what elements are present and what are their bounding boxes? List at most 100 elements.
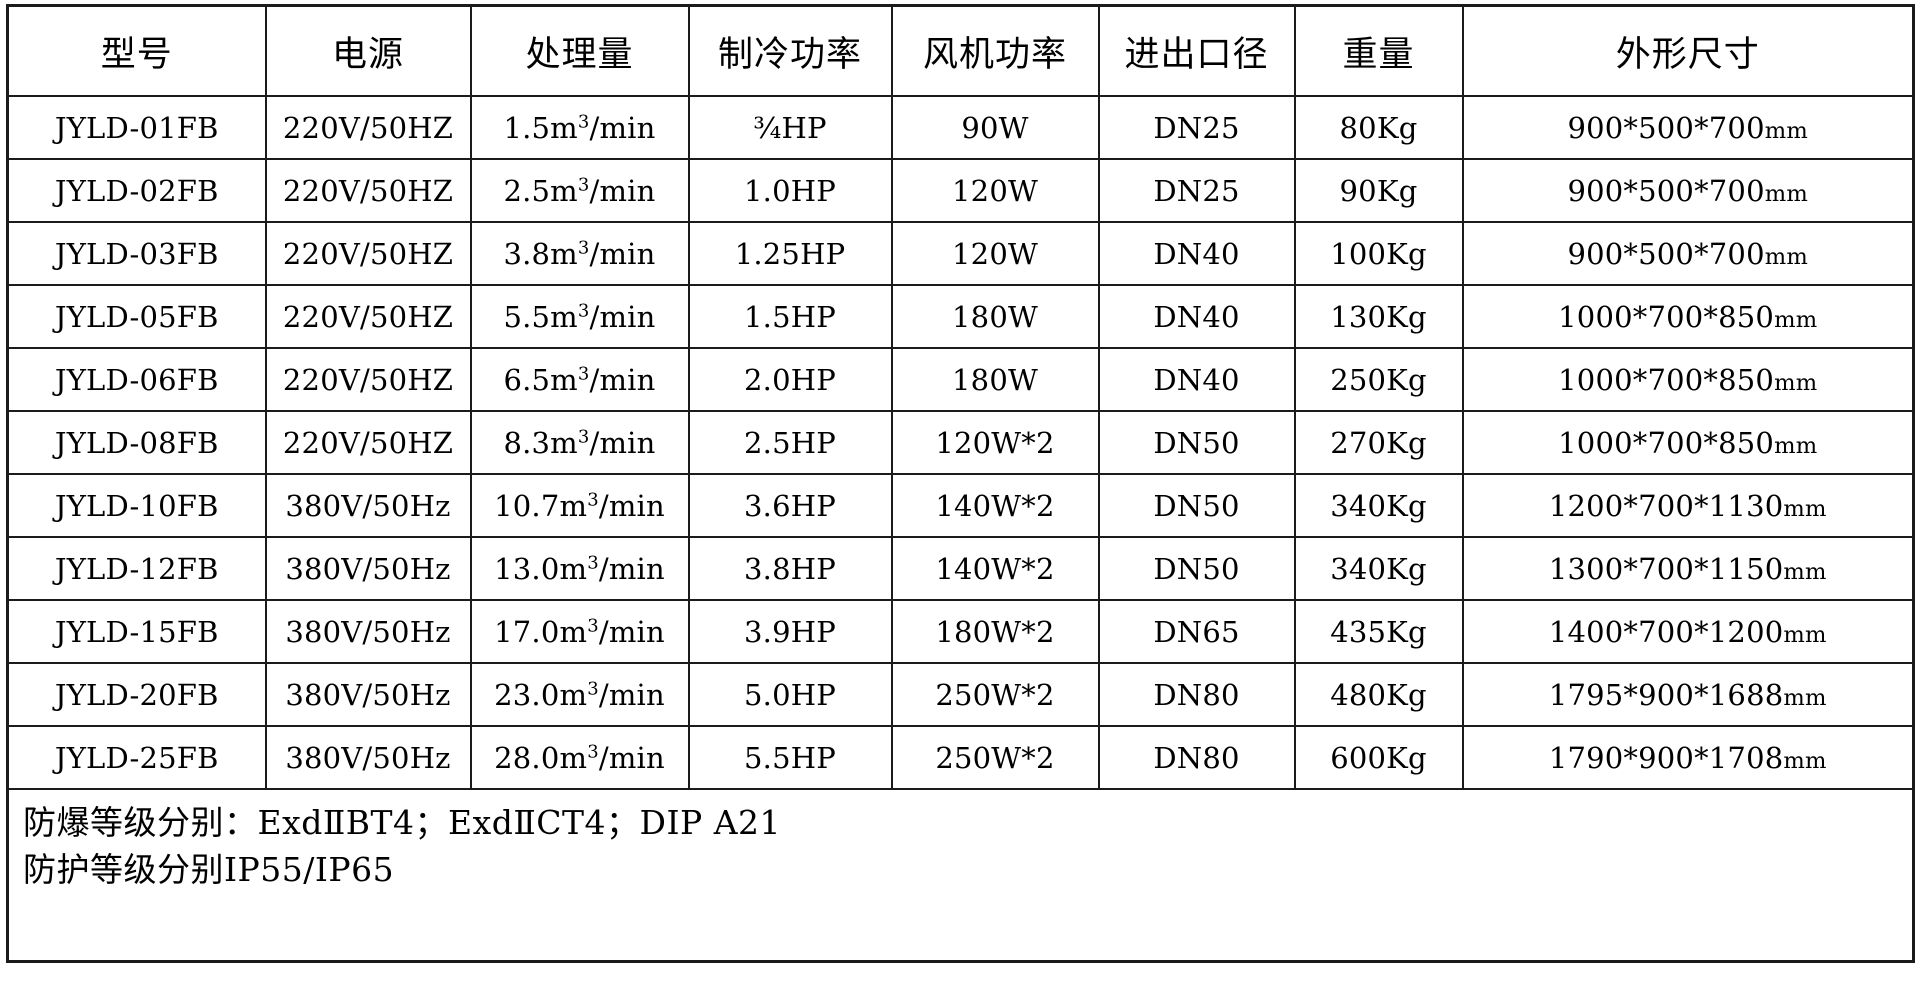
cell-capacity: 2.5m3/min <box>469 158 690 223</box>
cell-power-supply: 380V/50Hz <box>264 725 472 790</box>
cell-dimensions: 1795*900*1688mm <box>1461 662 1915 727</box>
cell-weight: 480Kg <box>1293 662 1464 727</box>
footnote-cell: 防爆等级分别：ExdⅡBT4；ExdⅡCT4；DIP A21 防护等级分别IP5… <box>6 788 1915 963</box>
cell-cooling-power: 3.9HP <box>687 599 893 664</box>
cell-weight: 340Kg <box>1293 536 1464 601</box>
cell-cooling-power: 3.6HP <box>687 473 893 538</box>
cell-capacity: 17.0m3/min <box>469 599 690 664</box>
capacity-unit: /min <box>598 488 665 523</box>
table-row: JYLD-01FB 220V/50HZ 1.5m3/min ¾HP 90W DN25 80K… <box>6 95 1915 160</box>
cell-capacity: 23.0m3/min <box>469 662 690 727</box>
cell-port-size: DN40 <box>1097 347 1296 412</box>
cell-model: JYLD-08FB <box>6 410 267 475</box>
cell-fan-power: 120W*2 <box>890 410 1100 475</box>
cell-power-supply: 220V/50HZ <box>264 158 472 223</box>
cell-port-size: DN25 <box>1097 158 1296 223</box>
cell-weight: 250Kg <box>1293 347 1464 412</box>
cell-dimensions: 1300*700*1150mm <box>1461 536 1915 601</box>
cell-model: JYLD-20FB <box>6 662 267 727</box>
cell-cooling-power: 1.5HP <box>687 284 893 349</box>
cell-capacity: 13.0m3/min <box>469 536 690 601</box>
specification-table: 型号 电源 处理量 制冷功率 风机功率 进出口径 重量 外形尺寸 JYLD-01… <box>6 4 1915 963</box>
table-row: JYLD-03FB 220V/50HZ 3.8m3/min 1.25HP 120W DN4… <box>6 221 1915 286</box>
cell-weight: 100Kg <box>1293 221 1464 286</box>
column-header-power-supply: 电源 <box>264 4 472 97</box>
dimensions-value: 900*500*700 <box>1567 236 1765 271</box>
capacity-unit: /min <box>598 551 665 586</box>
footnote-row: 防爆等级分别：ExdⅡBT4；ExdⅡCT4；DIP A21 防护等级分别IP5… <box>6 788 1915 963</box>
footnote-line-protection-rating: 防护等级分别IP55/IP65 <box>23 849 395 889</box>
cell-fan-power: 140W*2 <box>890 473 1100 538</box>
column-header-fan-power: 风机功率 <box>890 4 1100 97</box>
dimensions-value: 1000*700*850 <box>1558 299 1775 334</box>
cell-cooling-power: ¾HP <box>687 95 893 160</box>
column-header-model: 型号 <box>6 4 267 97</box>
cell-weight: 130Kg <box>1293 284 1464 349</box>
dimensions-unit: mm <box>1774 369 1818 396</box>
capacity-exponent: 3 <box>577 236 590 258</box>
cell-power-supply: 220V/50HZ <box>264 284 472 349</box>
capacity-unit: /min <box>598 614 665 649</box>
cell-port-size: DN40 <box>1097 221 1296 286</box>
column-header-dimensions: 外形尺寸 <box>1461 4 1915 97</box>
table-row: JYLD-12FB 380V/50Hz 13.0m3/min 3.8HP 140W*2 D… <box>6 536 1915 601</box>
capacity-unit: /min <box>598 677 665 712</box>
cell-power-supply: 220V/50HZ <box>264 221 472 286</box>
cell-capacity: 28.0m3/min <box>469 725 690 790</box>
capacity-value: 17.0m <box>494 614 588 649</box>
table-row: JYLD-05FB 220V/50HZ 5.5m3/min 1.5HP 180W DN40… <box>6 284 1915 349</box>
cell-port-size: DN50 <box>1097 410 1296 475</box>
table-row: JYLD-02FB 220V/50HZ 2.5m3/min 1.0HP 120W DN25… <box>6 158 1915 223</box>
capacity-value: 2.5m <box>503 173 578 208</box>
cell-fan-power: 90W <box>890 95 1100 160</box>
capacity-value: 3.8m <box>503 236 578 271</box>
cell-fan-power: 250W*2 <box>890 662 1100 727</box>
cell-model: JYLD-25FB <box>6 725 267 790</box>
capacity-unit: /min <box>589 110 656 145</box>
cell-dimensions: 900*500*700mm <box>1461 221 1915 286</box>
cell-power-supply: 220V/50HZ <box>264 410 472 475</box>
dimensions-unit: mm <box>1783 747 1827 774</box>
cell-cooling-power: 2.5HP <box>687 410 893 475</box>
dimensions-unit: mm <box>1783 558 1827 585</box>
capacity-value: 8.3m <box>503 425 578 460</box>
cell-weight: 80Kg <box>1293 95 1464 160</box>
capacity-exponent: 3 <box>577 173 590 195</box>
dimensions-value: 1300*700*1150 <box>1548 551 1784 586</box>
cell-dimensions: 1400*700*1200mm <box>1461 599 1915 664</box>
cell-port-size: DN50 <box>1097 536 1296 601</box>
cell-model: JYLD-06FB <box>6 347 267 412</box>
table-header: 型号 电源 处理量 制冷功率 风机功率 进出口径 重量 外形尺寸 <box>6 4 1915 97</box>
cell-port-size: DN80 <box>1097 725 1296 790</box>
cell-power-supply: 220V/50HZ <box>264 95 472 160</box>
cell-cooling-power: 5.0HP <box>687 662 893 727</box>
cell-fan-power: 120W <box>890 158 1100 223</box>
cell-dimensions: 1000*700*850mm <box>1461 347 1915 412</box>
column-header-weight: 重量 <box>1293 4 1464 97</box>
dimensions-unit: mm <box>1764 243 1809 270</box>
capacity-value: 13.0m <box>494 551 588 586</box>
capacity-value: 5.5m <box>503 299 578 334</box>
dimensions-unit: mm <box>1783 621 1827 648</box>
capacity-unit: /min <box>589 299 656 334</box>
cell-cooling-power: 1.0HP <box>687 158 893 223</box>
cell-dimensions: 1200*700*1130mm <box>1461 473 1915 538</box>
capacity-value: 23.0m <box>494 677 588 712</box>
cell-capacity: 5.5m3/min <box>469 284 690 349</box>
header-row: 型号 电源 处理量 制冷功率 风机功率 进出口径 重量 外形尺寸 <box>6 4 1915 97</box>
dimensions-value: 1000*700*850 <box>1558 362 1775 397</box>
cell-fan-power: 180W <box>890 347 1100 412</box>
cell-port-size: DN40 <box>1097 284 1296 349</box>
cell-model: JYLD-10FB <box>6 473 267 538</box>
dimensions-value: 1200*700*1130 <box>1548 488 1784 523</box>
footnote-line-explosion-rating: 防爆等级分别：ExdⅡBT4；ExdⅡCT4；DIP A21 <box>23 803 782 842</box>
capacity-exponent: 3 <box>587 740 599 762</box>
capacity-exponent: 3 <box>587 677 599 699</box>
table-body: JYLD-01FB 220V/50HZ 1.5m3/min ¾HP 90W DN25 80K… <box>6 95 1915 790</box>
cell-fan-power: 180W*2 <box>890 599 1100 664</box>
cell-weight: 90Kg <box>1293 158 1464 223</box>
cell-power-supply: 380V/50Hz <box>264 536 472 601</box>
table-footnote: 防爆等级分别：ExdⅡBT4；ExdⅡCT4；DIP A21 防护等级分别IP5… <box>6 788 1915 963</box>
cell-fan-power: 250W*2 <box>890 725 1100 790</box>
